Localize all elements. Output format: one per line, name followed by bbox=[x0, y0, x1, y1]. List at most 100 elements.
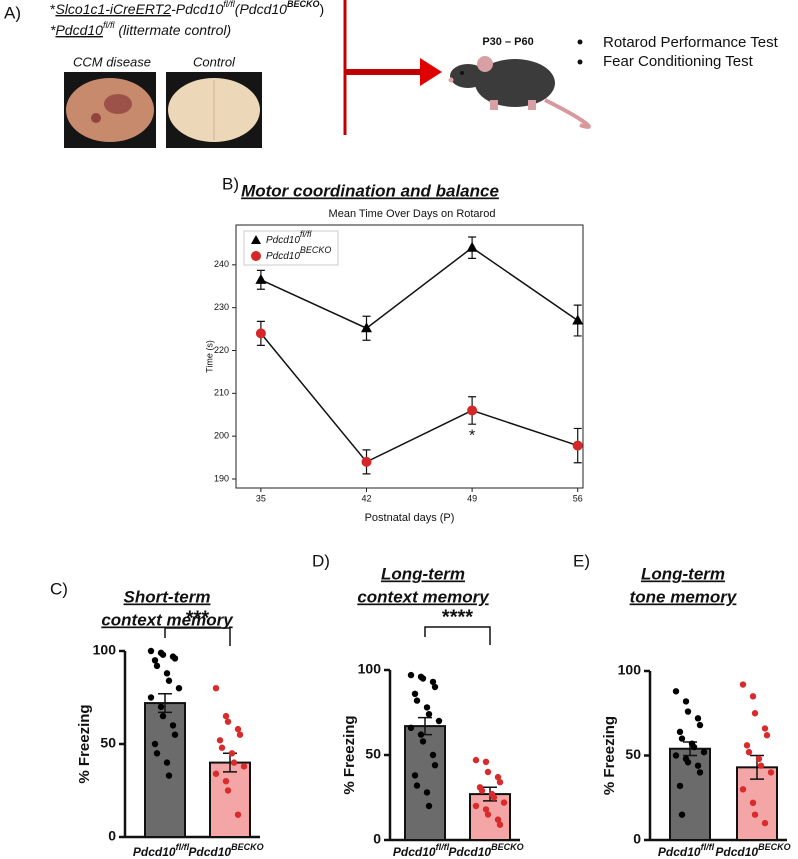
text: -Pdcd10 bbox=[171, 1, 223, 17]
text: (Pdcd10 bbox=[235, 1, 287, 17]
legend-label: Pdcd10BECKO bbox=[266, 245, 331, 261]
line bbox=[260, 332, 578, 463]
data-point bbox=[694, 715, 702, 722]
test-name: Fear Conditioning Test bbox=[603, 53, 754, 70]
data-point bbox=[407, 724, 415, 731]
panel-heading: Long-term bbox=[381, 564, 465, 583]
data-point bbox=[417, 731, 425, 738]
text: fl/fl bbox=[103, 20, 116, 30]
data-point bbox=[163, 670, 171, 677]
y-tick-label: 0 bbox=[633, 831, 641, 847]
y-tick-label: 50 bbox=[625, 746, 641, 762]
data-point bbox=[767, 769, 775, 776]
text: Pdcd10 bbox=[55, 22, 103, 38]
data-point bbox=[212, 770, 220, 777]
significance-bracket bbox=[424, 626, 491, 645]
significance-bracket bbox=[164, 627, 231, 646]
data-point bbox=[494, 816, 502, 823]
significance: *** bbox=[186, 607, 210, 629]
data-point bbox=[147, 694, 155, 701]
data-point bbox=[757, 762, 765, 769]
data-point bbox=[222, 778, 230, 785]
data-point bbox=[494, 773, 502, 781]
legend-label: Pdcd10fl/fl bbox=[266, 229, 312, 245]
panel-heading: Motor coordination and balance bbox=[241, 181, 499, 200]
marker bbox=[255, 328, 266, 339]
text: Pdcd10 bbox=[448, 845, 491, 859]
data-point bbox=[490, 794, 498, 801]
text: Pdcd10 bbox=[715, 845, 758, 859]
data-point bbox=[234, 811, 242, 818]
x-tick-label: Pdcd10BECKO bbox=[715, 842, 790, 859]
annotation: * bbox=[469, 427, 475, 444]
marker bbox=[361, 322, 373, 333]
text: fl/fl bbox=[701, 842, 715, 852]
panel-label: E) bbox=[573, 551, 590, 570]
text: BECKO bbox=[287, 0, 320, 9]
marker bbox=[572, 440, 583, 451]
text: * bbox=[50, 1, 56, 17]
data-point bbox=[751, 811, 759, 818]
data-point bbox=[678, 811, 686, 818]
data-point bbox=[739, 786, 747, 793]
data-point bbox=[157, 703, 165, 710]
text: BECKO bbox=[231, 842, 264, 852]
data-point bbox=[419, 675, 427, 682]
data-point bbox=[749, 693, 757, 700]
text: ) bbox=[319, 1, 324, 17]
arrow-head bbox=[420, 58, 442, 86]
data-point bbox=[751, 710, 759, 717]
x-tick-label: 56 bbox=[573, 493, 583, 503]
y-axis-label: % Freezing bbox=[601, 716, 618, 795]
timeline: P30 – P60 bbox=[482, 36, 533, 48]
x-tick-label: Pdcd10fl/fl bbox=[133, 842, 190, 859]
data-point bbox=[163, 759, 171, 766]
chart-title: Mean Time Over Days on Rotarod bbox=[329, 208, 496, 220]
legend-marker bbox=[251, 235, 261, 244]
legend-box bbox=[243, 230, 339, 266]
brain-image bbox=[64, 72, 156, 148]
data-point bbox=[169, 722, 177, 729]
data-point bbox=[230, 759, 238, 766]
text: BECKO bbox=[758, 842, 791, 852]
data-point bbox=[407, 671, 415, 679]
data-point bbox=[425, 711, 433, 718]
data-point bbox=[684, 759, 692, 766]
y-tick-label: 0 bbox=[373, 831, 381, 847]
panel-label: B) bbox=[222, 174, 239, 193]
data-point bbox=[234, 725, 242, 733]
y-tick-label: 210 bbox=[214, 388, 229, 398]
data-point bbox=[749, 799, 757, 807]
data-point bbox=[151, 657, 159, 664]
data-point bbox=[755, 755, 763, 763]
data-point bbox=[240, 763, 248, 770]
y-tick-label: 100 bbox=[618, 662, 642, 678]
data-point bbox=[472, 802, 480, 810]
y-tick-label: 100 bbox=[93, 642, 117, 658]
data-point bbox=[236, 731, 244, 738]
y-tick-label: 0 bbox=[108, 828, 116, 844]
genotype-line: *Slco1c1-iCreERT2-Pdcd10fl/fl(Pdcd10BECK… bbox=[50, 0, 324, 17]
data-point bbox=[696, 721, 704, 729]
text: BECKO bbox=[491, 842, 524, 852]
data-point bbox=[165, 677, 173, 684]
data-point bbox=[739, 681, 747, 688]
data-point bbox=[224, 787, 232, 794]
marker bbox=[361, 456, 372, 467]
panel-label: C) bbox=[50, 579, 68, 598]
data-point bbox=[496, 821, 504, 828]
significance: **** bbox=[442, 606, 473, 628]
text: Pdcd10 bbox=[658, 845, 701, 859]
data-point bbox=[171, 731, 179, 738]
y-axis-label: Time (s) bbox=[204, 340, 214, 373]
data-point bbox=[413, 782, 421, 789]
data-point bbox=[171, 655, 179, 662]
legend-marker bbox=[251, 251, 261, 261]
data-point bbox=[429, 678, 437, 686]
y-tick-label: 190 bbox=[214, 473, 229, 483]
data-point bbox=[761, 725, 769, 732]
x-tick-label: 49 bbox=[467, 493, 477, 503]
x-tick-label: Pdcd10fl/fl bbox=[393, 842, 450, 859]
data-point bbox=[435, 717, 443, 725]
